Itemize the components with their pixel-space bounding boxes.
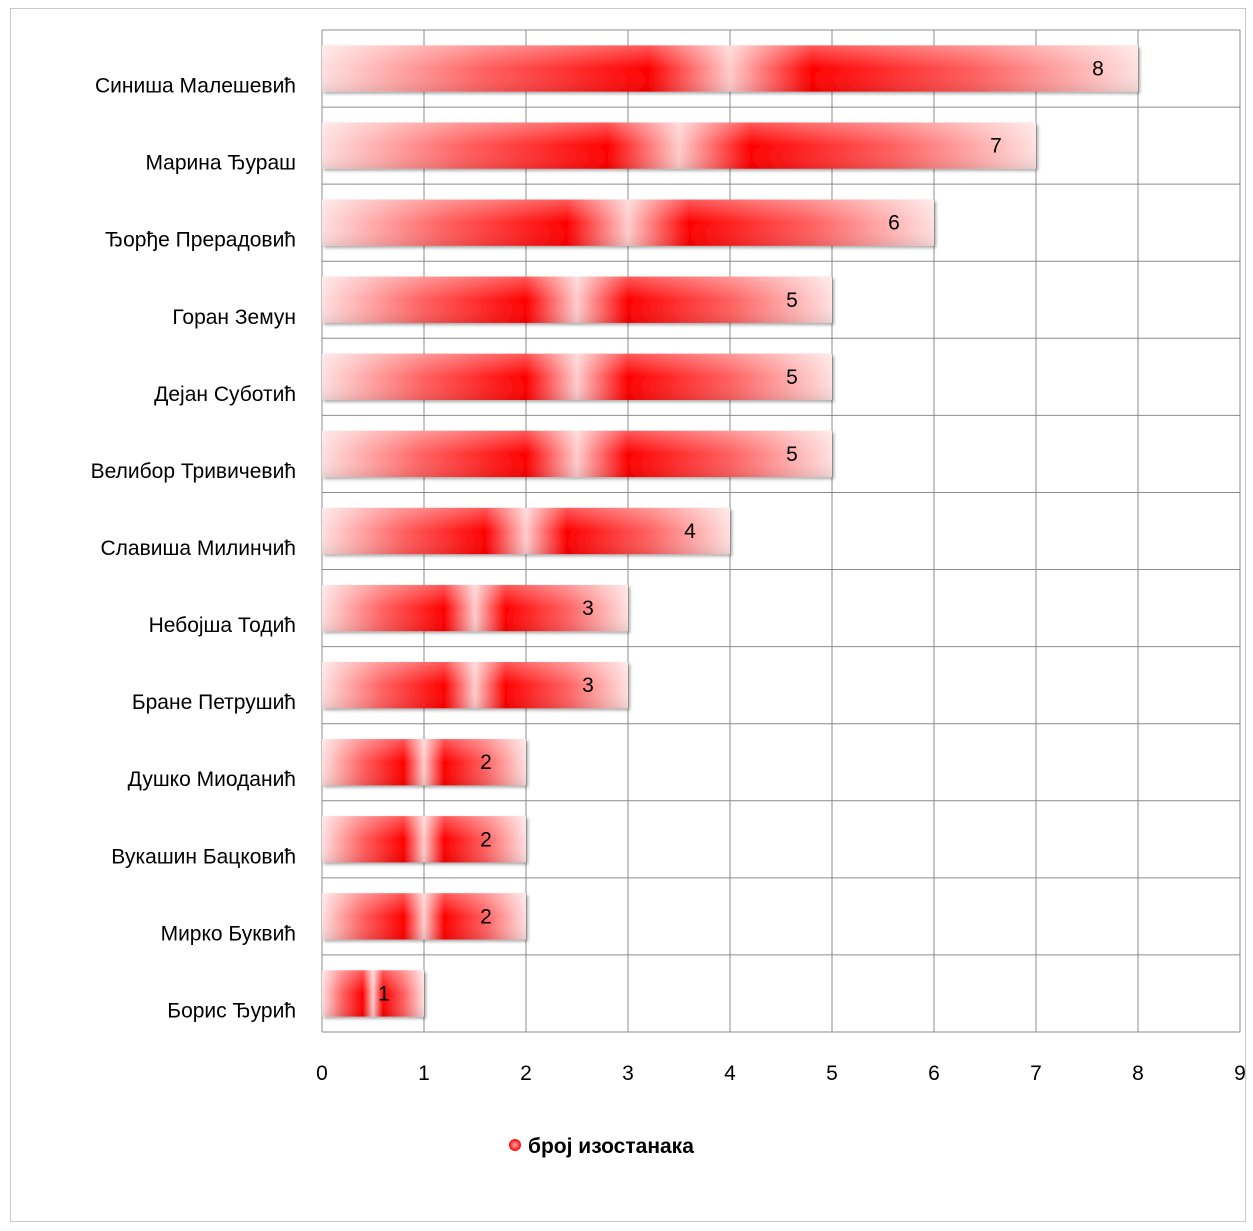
category-label: Синиша Малешевић — [95, 75, 296, 98]
data-label: 5 — [786, 443, 798, 466]
data-label: 6 — [888, 212, 900, 235]
tick-label: 5 — [826, 1062, 838, 1085]
bar — [322, 816, 526, 863]
bar — [322, 662, 628, 709]
bar-shade — [322, 45, 1138, 92]
category-axis-labels: Синиша Малешевић Марина Ђураш Ђорђе Прерад… — [91, 75, 296, 1023]
tick-label: 9 — [1234, 1062, 1246, 1085]
data-label: 5 — [786, 289, 798, 312]
category-label: Борис Ђурић — [167, 999, 296, 1022]
tick-label: 8 — [1132, 1062, 1144, 1085]
bar — [322, 430, 832, 478]
category-label: Дејан Суботић — [154, 383, 296, 406]
category-label: Ђорђе Прерадовић — [105, 229, 296, 252]
bar — [322, 276, 832, 323]
category-label: Вукашин Бацковић — [111, 845, 296, 868]
bar — [322, 893, 526, 940]
category-label: Небојша Тодић — [149, 614, 296, 637]
bar-shade — [322, 199, 934, 246]
category-label: Велибор Тривичевић — [91, 460, 296, 483]
tick-label: 6 — [928, 1062, 940, 1085]
data-label: 5 — [786, 366, 798, 389]
bar-shade — [322, 122, 1036, 169]
bar — [322, 584, 628, 632]
bar — [322, 122, 1036, 169]
bar — [322, 199, 934, 246]
bar-shade — [322, 276, 832, 323]
data-label: 3 — [582, 597, 594, 620]
category-label: Горан Земун — [172, 306, 296, 329]
category-label: Славиша Милинчић — [100, 537, 296, 560]
category-label: Бране Петрушић — [132, 691, 296, 714]
data-label: 2 — [480, 751, 492, 774]
tick-label: 7 — [1030, 1062, 1042, 1085]
bar-shade — [322, 584, 628, 632]
legend-marker-icon — [509, 1139, 521, 1151]
data-label: 3 — [582, 674, 594, 697]
data-label: 8 — [1092, 58, 1104, 81]
data-label: 1 — [378, 982, 390, 1005]
data-label: 4 — [684, 520, 696, 543]
bar-shade — [322, 353, 832, 400]
category-label: Марина Ђураш — [145, 152, 296, 175]
bar — [322, 970, 424, 1017]
bar-shade — [322, 662, 628, 709]
bars — [322, 45, 1138, 1017]
category-label: Душко Миоданић — [128, 768, 296, 791]
tick-label: 3 — [622, 1062, 634, 1085]
bar — [322, 507, 730, 555]
bar — [322, 739, 526, 786]
bar-shade — [322, 430, 832, 478]
value-axis-tick-labels: 0 1 2 3 4 5 6 7 8 9 — [316, 1062, 1246, 1085]
tick-label: 1 — [418, 1062, 430, 1085]
data-label: 2 — [480, 828, 492, 851]
bar-shade — [322, 739, 526, 786]
bar-shade — [322, 893, 526, 940]
legend-label: број изостанака — [528, 1135, 694, 1158]
data-label: 2 — [480, 905, 492, 928]
tick-label: 4 — [724, 1062, 736, 1085]
gridlines — [321, 29, 1241, 1033]
bar-shade — [322, 507, 730, 555]
tick-label: 2 — [520, 1062, 532, 1085]
data-labels: 8 7 6 5 5 5 4 3 3 2 2 2 1 — [378, 58, 1104, 1006]
data-label: 7 — [990, 135, 1002, 158]
bar-shade — [322, 970, 424, 1017]
bar — [322, 353, 832, 400]
plot-area: 8 7 6 5 5 5 4 3 3 2 2 2 1 — [321, 29, 1241, 1033]
category-label: Мирко Буквић — [161, 922, 296, 945]
bar-shade — [322, 816, 526, 863]
tick-label: 0 — [316, 1062, 328, 1085]
legend: број изостанака — [509, 1135, 694, 1158]
bar — [322, 45, 1138, 92]
